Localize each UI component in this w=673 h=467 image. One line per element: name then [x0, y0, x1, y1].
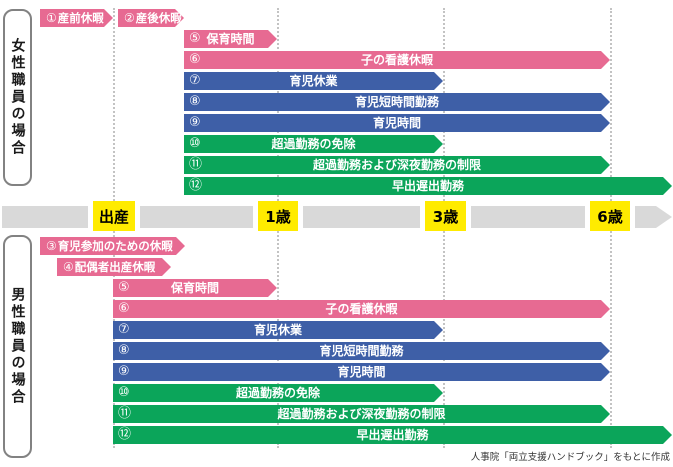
timeline-marker: 1歳: [253, 201, 303, 231]
female-leave-arrow: ⑫ 早出遅出勤務: [184, 177, 672, 195]
male-leave-arrow: ⑨ 育児時間: [113, 363, 610, 381]
female-leave-arrow: ① 産前休暇: [40, 9, 113, 27]
leave-label: 子の看護休暇: [325, 302, 398, 316]
leave-label: 超過勤務および深夜勤務の制限: [312, 158, 481, 172]
circled-number: ⑫: [118, 427, 132, 442]
male-section-label: 男性職員の場合: [9, 287, 26, 406]
leave-label: 保育時間: [170, 281, 219, 295]
circled-number: ⑪: [118, 406, 132, 421]
female-leave-arrow: ⑥ 子の看護休暇: [184, 51, 610, 69]
female-section-box: 女性職員の場合: [3, 9, 32, 186]
leave-label: 超過勤務および深夜勤務の制限: [277, 407, 446, 421]
leave-label: 育児休業: [253, 323, 302, 337]
female-leave-arrow: ⑩ 超過勤務の免除: [184, 135, 443, 153]
circled-number: ④: [63, 260, 74, 274]
male-leave-arrow: ⑧ 育児短時間勤務: [113, 342, 610, 360]
leave-label: 育児時間: [372, 116, 421, 130]
female-leave-arrow: ⑨ 育児時間: [184, 114, 610, 132]
male-section-box: 男性職員の場合: [3, 235, 32, 458]
female-leave-arrow: ⑦ 育児休業: [184, 72, 443, 90]
circled-number: ⑤: [189, 31, 201, 46]
male-leave-arrow: ④ 配偶者出産休暇: [57, 258, 171, 276]
timeline-marker: 出産: [88, 201, 140, 231]
circled-number: ③: [46, 239, 57, 253]
circled-number: ⑩: [118, 385, 130, 400]
female-leave-arrow: ② 産後休暇: [118, 9, 184, 27]
female-section-label: 女性職員の場合: [9, 38, 26, 157]
leave-label: 育児短時間勤務: [354, 95, 439, 109]
circled-number: ⑥: [189, 52, 201, 67]
male-leave-arrow: ③ 育児参加のための休暇: [40, 237, 185, 255]
circled-number: ①: [46, 11, 57, 25]
leave-label: 育児参加のための休暇: [57, 239, 173, 253]
leave-label: 育児短時間勤務: [319, 344, 404, 358]
circled-number: ⑧: [189, 94, 201, 109]
leave-label: 超過勤務の免除: [271, 137, 356, 151]
circled-number: ⑩: [189, 136, 201, 151]
leave-label: 早出遅出勤務: [391, 179, 464, 193]
female-leave-arrow: ⑧ 育児短時間勤務: [184, 93, 610, 111]
male-leave-arrow: ⑦ 育児休業: [113, 321, 443, 339]
male-leave-arrow: ⑥ 子の看護休暇: [113, 300, 610, 318]
leave-label: 産前休暇: [57, 11, 104, 25]
source-caption: 人事院「両立支援ハンドブック」をもとに作成: [470, 452, 670, 463]
male-leave-arrow: ⑩ 超過勤務の免除: [113, 384, 443, 402]
leave-label: 育児時間: [337, 365, 386, 379]
female-leave-arrow: ⑪ 超過勤務および深夜勤務の制限: [184, 156, 610, 174]
leave-label: 子の看護休暇: [360, 53, 433, 67]
male-leave-arrow: ⑤ 保育時間: [113, 279, 277, 297]
circled-number: ⑥: [118, 301, 130, 316]
timeline-track: [2, 206, 672, 228]
timeline-marker: 6歳: [585, 201, 635, 231]
circled-number: ⑦: [118, 322, 130, 337]
leave-label: 超過勤務の免除: [235, 386, 320, 400]
male-leave-arrow: ⑫ 早出遅出勤務: [113, 426, 672, 444]
circled-number: ⑨: [189, 115, 201, 130]
circled-number: ⑧: [118, 343, 130, 358]
circled-number: ⑫: [189, 178, 203, 193]
leave-label: 保育時間: [206, 32, 255, 46]
leave-label: 早出遅出勤務: [356, 428, 429, 442]
circled-number: ⑤: [118, 280, 130, 295]
circled-number: ②: [124, 11, 135, 25]
leave-label: 産後休暇: [135, 11, 182, 25]
leave-label: 配偶者出産休暇: [74, 260, 156, 274]
timeline-marker: 3歳: [420, 201, 471, 231]
leave-label: 育児休業: [289, 74, 338, 88]
circled-number: ⑦: [189, 73, 201, 88]
male-leave-arrow: ⑪ 超過勤務および深夜勤務の制限: [113, 405, 610, 423]
female-leave-arrow: ⑤ 保育時間: [184, 30, 277, 48]
circled-number: ⑪: [189, 157, 203, 172]
circled-number: ⑨: [118, 364, 130, 379]
